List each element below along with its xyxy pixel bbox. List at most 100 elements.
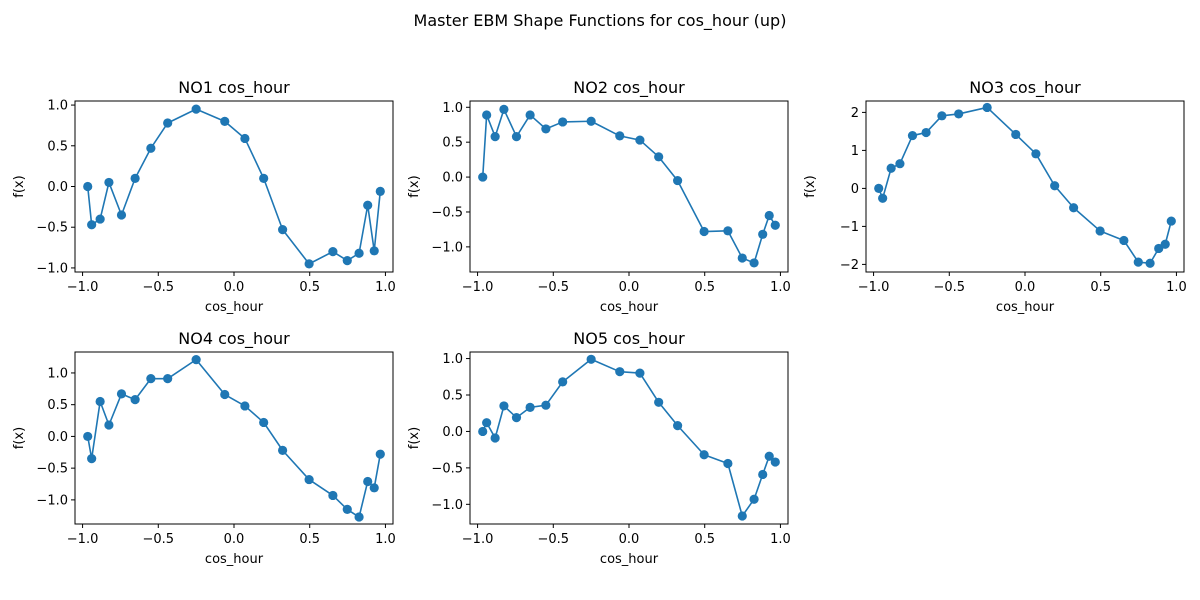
data-point (654, 152, 664, 162)
data-point (240, 133, 250, 144)
y-tick-label: −1.0 (36, 261, 68, 276)
y-tick-label: 2 (851, 106, 859, 121)
x-axis-label: cos_hour (205, 552, 264, 567)
data-point (220, 116, 230, 126)
data-point (87, 220, 97, 230)
data-point (558, 377, 568, 387)
y-tick-label: 0.0 (47, 430, 68, 445)
subplot-3: NO3 cos_hour −1.0 −0.5 0.0 0.5 1.0 −2 −1 0 1 2 cos_… (803, 78, 1187, 315)
data-point (130, 395, 140, 405)
x-axis-label: cos_hour (600, 552, 659, 567)
data-point (895, 159, 905, 169)
data-point (1050, 181, 1060, 191)
data-point (737, 511, 747, 521)
y-axis-label: f(x) (12, 175, 27, 197)
data-point (1154, 243, 1164, 254)
x-tick-label: 0.5 (299, 280, 320, 295)
y-axis-label: f(x) (803, 175, 818, 197)
data-point (921, 127, 931, 138)
y-axis-label: f(x) (407, 175, 422, 197)
y-tick-label: −0.5 (36, 462, 68, 477)
data-point (369, 246, 379, 256)
x-tick-label: −0.5 (933, 280, 965, 295)
data-point (770, 457, 780, 467)
x-tick-label: −1.0 (462, 532, 494, 547)
data-point (586, 354, 596, 364)
x-tick-label: −1.0 (67, 532, 99, 547)
data-point (525, 110, 535, 120)
data-point (328, 490, 338, 501)
y-tick-label: 1 (851, 144, 859, 159)
y-tick-label: 0.0 (47, 180, 68, 195)
x-tick-label: 0.0 (224, 532, 245, 547)
y-tick-label: 0.5 (47, 398, 68, 413)
data-point (116, 389, 127, 399)
data-point (1166, 216, 1176, 226)
x-axis-label: cos_hour (205, 300, 264, 315)
data-point (699, 450, 709, 460)
data-point (163, 118, 173, 128)
data-point (511, 412, 522, 423)
x-tick-label: 1.0 (1166, 280, 1187, 295)
data-point (104, 177, 114, 188)
data-point (558, 117, 568, 127)
data-point (1133, 257, 1143, 267)
data-point (937, 111, 947, 121)
data-point (116, 210, 127, 220)
y-tick-label: 0.0 (442, 171, 463, 186)
x-tick-label: −0.5 (142, 532, 174, 547)
data-point (499, 401, 509, 411)
data-point (478, 172, 488, 182)
x-axis-label: cos_hour (996, 300, 1055, 315)
y-tick-label: 0.0 (442, 425, 463, 440)
data-point (737, 253, 747, 263)
data-point (104, 420, 114, 430)
x-tick-label: 1.0 (770, 280, 791, 295)
data-point (758, 229, 768, 239)
data-point (764, 451, 774, 461)
y-tick-label: −1.0 (36, 493, 68, 508)
axes-frame (469, 351, 789, 525)
x-tick-label: 0.0 (224, 280, 245, 295)
data-point (191, 355, 201, 365)
subplot-title: NO1 cos_hour (178, 78, 290, 98)
data-point (758, 469, 768, 480)
data-point (1095, 226, 1105, 236)
x-tick-label: 1.0 (375, 280, 396, 295)
data-point (723, 458, 733, 469)
axes-frame (74, 100, 394, 273)
data-point (375, 449, 385, 459)
axes-frame (469, 100, 789, 273)
data-point (654, 397, 664, 407)
y-tick-label: −0.5 (36, 221, 68, 236)
data-point (342, 256, 352, 266)
y-tick-label: −1.0 (431, 240, 463, 255)
data-point (673, 175, 683, 186)
data-point (511, 131, 522, 142)
data-point (354, 512, 364, 522)
data-point (749, 494, 759, 504)
x-tick-label: −1.0 (462, 280, 494, 295)
data-point (259, 417, 269, 428)
data-point (586, 116, 596, 126)
y-tick-label: 0.5 (47, 139, 68, 154)
subplot-title: NO3 cos_hour (969, 78, 1081, 98)
data-point (615, 367, 625, 377)
data-point (541, 124, 551, 134)
data-point (673, 421, 683, 431)
data-point (482, 418, 492, 428)
data-point (749, 258, 759, 268)
subplot-2: NO2 cos_hour −1.0 −0.5 0.0 0.5 1.0 −1.0 −0.5 0.0… (407, 78, 791, 315)
data-point (191, 104, 201, 114)
data-point (525, 402, 535, 412)
y-tick-label: −1.0 (431, 498, 463, 513)
x-tick-label: −0.5 (142, 280, 174, 295)
data-point (87, 454, 97, 464)
data-point (615, 131, 625, 141)
y-tick-label: 1.0 (442, 352, 463, 367)
x-tick-label: 0.5 (694, 532, 715, 547)
data-point (83, 181, 93, 192)
y-tick-label: 1.0 (442, 101, 463, 116)
subplot-title: NO5 cos_hour (573, 329, 685, 349)
